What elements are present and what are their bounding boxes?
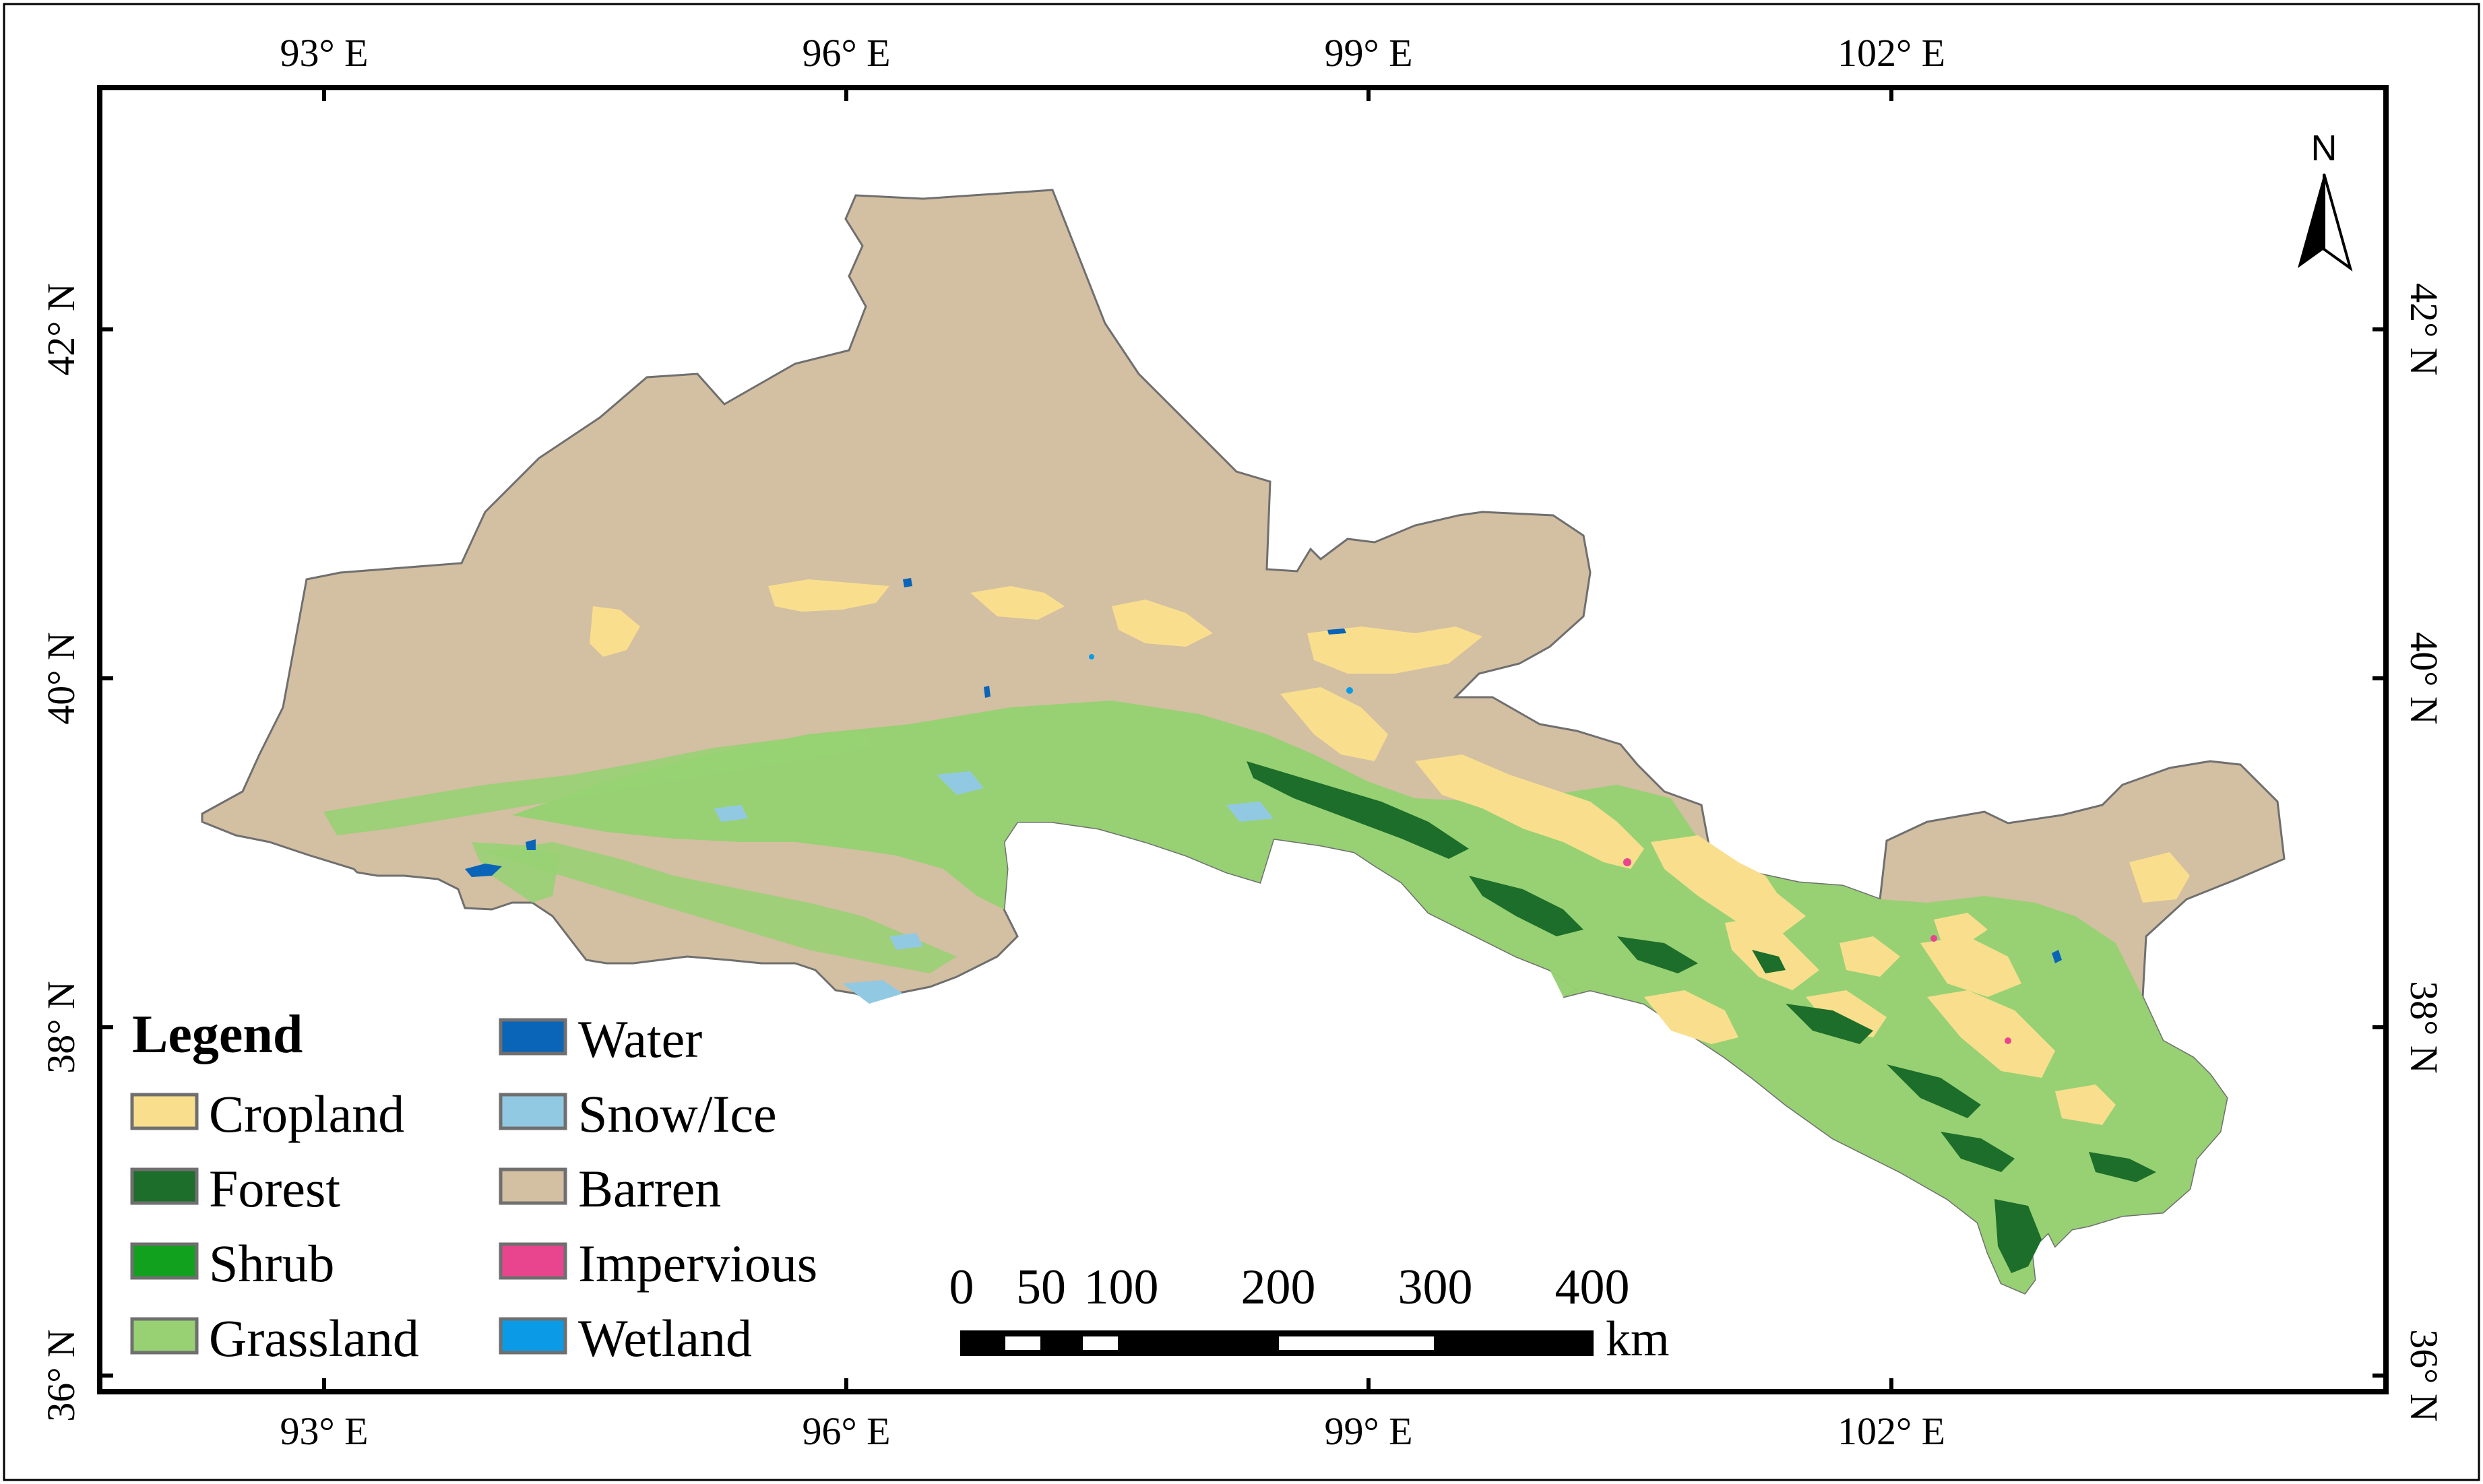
lat-label-right-42: 42° N bbox=[2402, 283, 2446, 376]
lon-label-top-93: 93° E bbox=[280, 31, 368, 75]
legend-item-barren: Barren bbox=[499, 1159, 721, 1218]
scale-unit-label: km bbox=[1606, 1312, 1670, 1367]
legend-item-impervious: Impervious bbox=[499, 1234, 817, 1293]
scale-bar-segment-200-300 bbox=[1279, 1336, 1434, 1350]
legend-swatch bbox=[130, 1167, 199, 1205]
scale-label-400: 400 bbox=[1555, 1260, 1630, 1315]
scale-label-0: 0 bbox=[949, 1260, 974, 1315]
lon-label-top-96: 96° E bbox=[802, 31, 890, 75]
region-grassland bbox=[512, 701, 2227, 1293]
legend-swatch bbox=[499, 1167, 567, 1205]
water-bodies bbox=[465, 578, 2062, 963]
legend-swatch bbox=[499, 1317, 567, 1355]
legend-label: Snow/Ice bbox=[578, 1085, 777, 1143]
scale-bar-segment-25-50 bbox=[1005, 1336, 1040, 1350]
lon-label-bottom-93: 93° E bbox=[280, 1409, 368, 1453]
legend-label: Forest bbox=[209, 1159, 340, 1218]
legend-swatch bbox=[499, 1093, 567, 1130]
legend-item-cropland: Cropland bbox=[130, 1085, 404, 1143]
cropland-patches bbox=[590, 579, 2190, 1125]
left-tick-marks bbox=[100, 327, 113, 1378]
lon-label-top-102: 102° E bbox=[1837, 31, 1945, 75]
scale-label-300: 300 bbox=[1398, 1260, 1473, 1315]
north-arrow-right-half bbox=[2323, 173, 2353, 271]
legend-label: Wetland bbox=[578, 1309, 752, 1367]
legend-label: Impervious bbox=[578, 1234, 817, 1293]
north-arrow-label: N bbox=[2311, 128, 2337, 168]
lat-label-left-42: 42° N bbox=[39, 283, 83, 376]
legend-item-shrub: Shrub bbox=[130, 1234, 334, 1293]
scale-label-50: 50 bbox=[1016, 1260, 1066, 1315]
snow-ice-patches bbox=[714, 771, 1274, 1004]
legend-item-wetland: Wetland bbox=[499, 1309, 752, 1367]
right-tick-marks bbox=[2372, 327, 2386, 1378]
legend-label: Water bbox=[578, 1010, 702, 1068]
legend-label: Shrub bbox=[209, 1234, 334, 1293]
lat-label-right-40: 40° N bbox=[2402, 632, 2446, 725]
legend-label: Grassland bbox=[209, 1309, 419, 1367]
legend-label: Barren bbox=[578, 1159, 721, 1218]
bottom-tick-marks bbox=[322, 1378, 1893, 1392]
legend-swatch bbox=[499, 1242, 567, 1280]
scale-label-200: 200 bbox=[1241, 1260, 1316, 1315]
lat-label-left-40: 40° N bbox=[39, 632, 83, 725]
forest-patches bbox=[1247, 761, 2156, 1273]
legend-swatch bbox=[130, 1317, 199, 1355]
wetland-patches bbox=[1089, 654, 1353, 694]
region-grassland-west-2 bbox=[485, 842, 957, 973]
north-arrow-left-half bbox=[2298, 174, 2324, 268]
lon-label-bottom-99: 99° E bbox=[1324, 1409, 1412, 1453]
legend-item-snow-ice: Snow/Ice bbox=[499, 1085, 777, 1143]
lat-label-left-36: 36° N bbox=[39, 1329, 83, 1422]
lat-label-left-38: 38° N bbox=[39, 981, 83, 1074]
legend-item-grassland: Grassland bbox=[130, 1309, 419, 1367]
scale-label-100: 100 bbox=[1084, 1260, 1159, 1315]
scale-bar-segment-75-100 bbox=[1083, 1336, 1118, 1350]
impervious-patches bbox=[1623, 858, 2011, 1044]
region-grassland-west bbox=[323, 731, 876, 835]
lat-label-right-36: 36° N bbox=[2402, 1329, 2446, 1422]
top-tick-marks bbox=[322, 88, 1893, 101]
legend-swatch bbox=[499, 1018, 567, 1056]
outer-border bbox=[3, 3, 2480, 1481]
scale-bar-frame bbox=[960, 1330, 1594, 1356]
legend-item-forest: Forest bbox=[130, 1159, 340, 1218]
lat-label-right-38: 38° N bbox=[2402, 981, 2446, 1074]
legend-label: Cropland bbox=[209, 1085, 404, 1143]
scale-bar: 0 50 100 200 300 400 km bbox=[949, 1260, 1670, 1367]
lon-label-top-99: 99° E bbox=[1324, 31, 1412, 75]
legend-item-water: Water bbox=[499, 1010, 702, 1068]
north-arrow: N bbox=[2298, 128, 2353, 271]
legend-swatch bbox=[130, 1093, 199, 1130]
region-grassland-west-3 bbox=[472, 842, 559, 903]
legend-swatch bbox=[130, 1242, 199, 1280]
legend-title: Legend bbox=[132, 1005, 303, 1064]
legend: Legend Cropland Forest Shrub Grassland W… bbox=[130, 1005, 817, 1367]
lon-label-bottom-102: 102° E bbox=[1837, 1409, 1945, 1453]
lon-label-bottom-96: 96° E bbox=[802, 1409, 890, 1453]
